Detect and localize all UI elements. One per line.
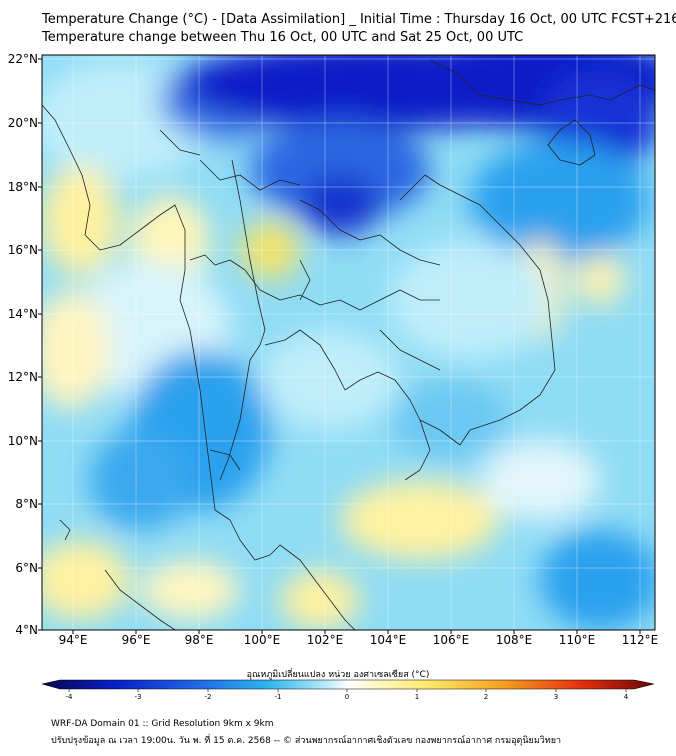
lat-label: 20°N <box>7 116 38 130</box>
lat-label: 14°N <box>7 307 38 321</box>
map-subtitle: Temperature change between Thu 16 Oct, 0… <box>42 30 524 45</box>
footer-model-info: WRF-DA Domain 01 :: Grid Resolution 9km … <box>51 719 274 729</box>
lon-label: 98°E <box>184 633 214 647</box>
lat-label: 12°N <box>7 370 38 384</box>
lon-label: 110°E <box>558 633 596 647</box>
colorbar-tick: -1 <box>274 693 282 701</box>
graticule <box>42 55 655 630</box>
lon-label: 104°E <box>369 633 407 647</box>
colorbar-tick: 1 <box>414 693 420 701</box>
map-border <box>41 54 656 631</box>
colorbar-tick: 3 <box>553 693 559 701</box>
colorbar-tick: -4 <box>65 693 73 701</box>
colorbar-tick: -3 <box>134 693 142 701</box>
footer-credit: ปรับปรุงข้อมูล ณ เวลา 19:00น. วัน พ. ที่… <box>51 736 562 746</box>
lon-label: 94°E <box>58 633 88 647</box>
lon-label: 100°E <box>243 633 281 647</box>
coastlines <box>42 59 655 630</box>
colorbar-tick: 0 <box>344 693 350 701</box>
lon-label: 102°E <box>306 633 344 647</box>
lon-label: 106°E <box>432 633 470 647</box>
colorbar <box>41 679 655 692</box>
colorbar-tick: 2 <box>483 693 489 701</box>
lon-label: 108°E <box>495 633 533 647</box>
lat-label: 8°N <box>15 497 38 511</box>
lat-label: 22°N <box>7 52 38 66</box>
temperature-field <box>42 55 655 630</box>
lon-label: 112°E <box>621 633 659 647</box>
colorbar-title: อุณหภูมิเปลี่ยนแปลง หน่วย องศาเซลเซียส (… <box>246 670 430 680</box>
colorbar-tick: -2 <box>204 693 212 701</box>
lat-label: 18°N <box>7 180 38 194</box>
lat-label: 6°N <box>15 561 38 575</box>
lat-label: 10°N <box>7 434 38 448</box>
lat-label: 4°N <box>15 623 38 637</box>
lat-label: 16°N <box>7 243 38 257</box>
map-title: Temperature Change (°C) - [Data Assimila… <box>42 12 676 27</box>
colorbar-tick: 4 <box>623 693 629 701</box>
lon-label: 96°E <box>121 633 151 647</box>
